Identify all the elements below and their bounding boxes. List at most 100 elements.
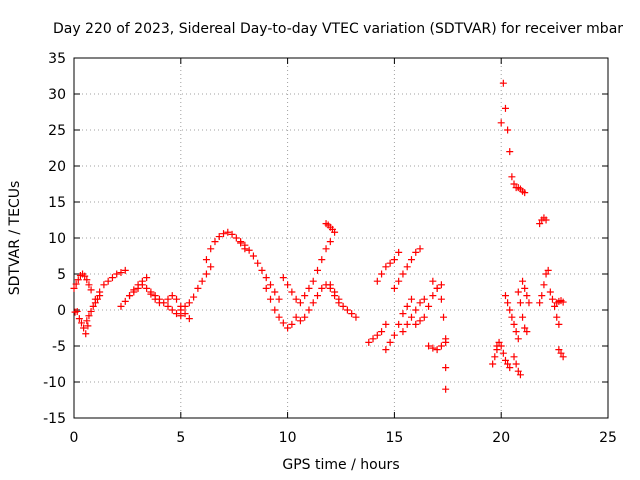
data-point (77, 319, 85, 327)
series-arc-16 (365, 320, 390, 346)
data-point (429, 344, 437, 352)
data-point (521, 324, 529, 332)
series-arc-28 (501, 292, 522, 343)
data-point (296, 299, 304, 307)
y-tick-label: 15 (48, 195, 66, 211)
grid (74, 58, 608, 418)
axis-ticks (73, 57, 609, 419)
data-point (85, 312, 93, 320)
data-point (138, 281, 146, 289)
series-arc-05 (147, 288, 185, 320)
data-point (506, 148, 514, 156)
data-point (284, 324, 292, 332)
data-point (331, 288, 339, 296)
data-point (412, 306, 420, 314)
series-arc-09 (237, 238, 283, 303)
series-arc-00-a (70, 270, 95, 294)
data-point (168, 292, 176, 300)
data-point (382, 346, 390, 354)
data-point (442, 385, 450, 393)
data-point (113, 270, 121, 278)
series-arc-33 (536, 266, 552, 307)
data-point (501, 104, 509, 112)
data-point (215, 233, 223, 241)
data-point (390, 331, 398, 339)
data-point (497, 119, 505, 127)
x-tick-label: 20 (492, 430, 510, 446)
data-point (395, 248, 403, 256)
y-tick-label: 5 (57, 267, 66, 283)
series-arc-31 (519, 277, 533, 307)
series-arc-30 (514, 288, 531, 336)
y-tick-label: 20 (48, 159, 66, 175)
data-point (544, 266, 552, 274)
data-point (117, 269, 125, 277)
data-point (536, 299, 544, 307)
data-point (326, 281, 334, 289)
data-point (501, 356, 509, 364)
data-point (416, 317, 424, 325)
data-point (73, 307, 81, 315)
data-point (185, 299, 193, 307)
data-point (497, 342, 505, 350)
data-point (198, 277, 206, 285)
data-point (433, 284, 441, 292)
data-point (386, 259, 394, 267)
y-axis-title: SDTVAR / TECUs (7, 181, 23, 296)
data-point (504, 299, 512, 307)
x-tick-labels: 0 5 10 15 20 25 (70, 430, 617, 446)
data-point (202, 256, 210, 264)
data-point (177, 306, 185, 314)
data-point (309, 299, 317, 307)
series-arc-23 (429, 277, 450, 393)
series-arc-15 (326, 281, 360, 321)
series-arc-18 (382, 295, 415, 354)
data-point (407, 295, 415, 303)
data-point (557, 349, 565, 357)
series-arc-01 (83, 292, 104, 325)
data-point (89, 302, 97, 310)
data-point (373, 277, 381, 285)
data-point (249, 252, 257, 260)
data-point (335, 295, 343, 303)
data-point (378, 270, 386, 278)
data-point (437, 295, 445, 303)
data-point (318, 256, 326, 264)
data-point (382, 320, 390, 328)
data-point (143, 284, 151, 292)
data-point (382, 263, 390, 271)
data-point (207, 245, 215, 253)
data-point (412, 320, 420, 328)
data-point (508, 313, 516, 321)
data-point (279, 319, 287, 327)
series-arc-06 (164, 292, 193, 323)
data-point (292, 295, 300, 303)
data-point (220, 230, 228, 238)
series-arc-36 (555, 346, 567, 361)
series-arc-17 (373, 248, 403, 285)
data-point (555, 320, 563, 328)
data-point (134, 284, 142, 292)
data-point (296, 317, 304, 325)
data-point (516, 371, 524, 379)
y-tick-labels: -15 -10 -5 0 5 10 15 20 25 30 35 (43, 51, 66, 427)
data-point (194, 284, 202, 292)
data-point (339, 302, 347, 310)
data-point (83, 317, 91, 325)
data-point (510, 353, 518, 361)
data-point (442, 338, 450, 346)
data-point (254, 259, 262, 267)
data-point (104, 277, 112, 285)
data-point (237, 238, 245, 246)
x-tick-label: 0 (70, 430, 79, 446)
data-point (75, 315, 83, 323)
series-arc-34 (546, 288, 563, 328)
series-arc-11 (279, 274, 313, 307)
data-point (407, 256, 415, 264)
data-point (390, 256, 398, 264)
data-point (514, 367, 522, 375)
data-point (72, 280, 80, 288)
data-point (542, 270, 550, 278)
data-point (425, 342, 433, 350)
data-point (211, 238, 219, 246)
